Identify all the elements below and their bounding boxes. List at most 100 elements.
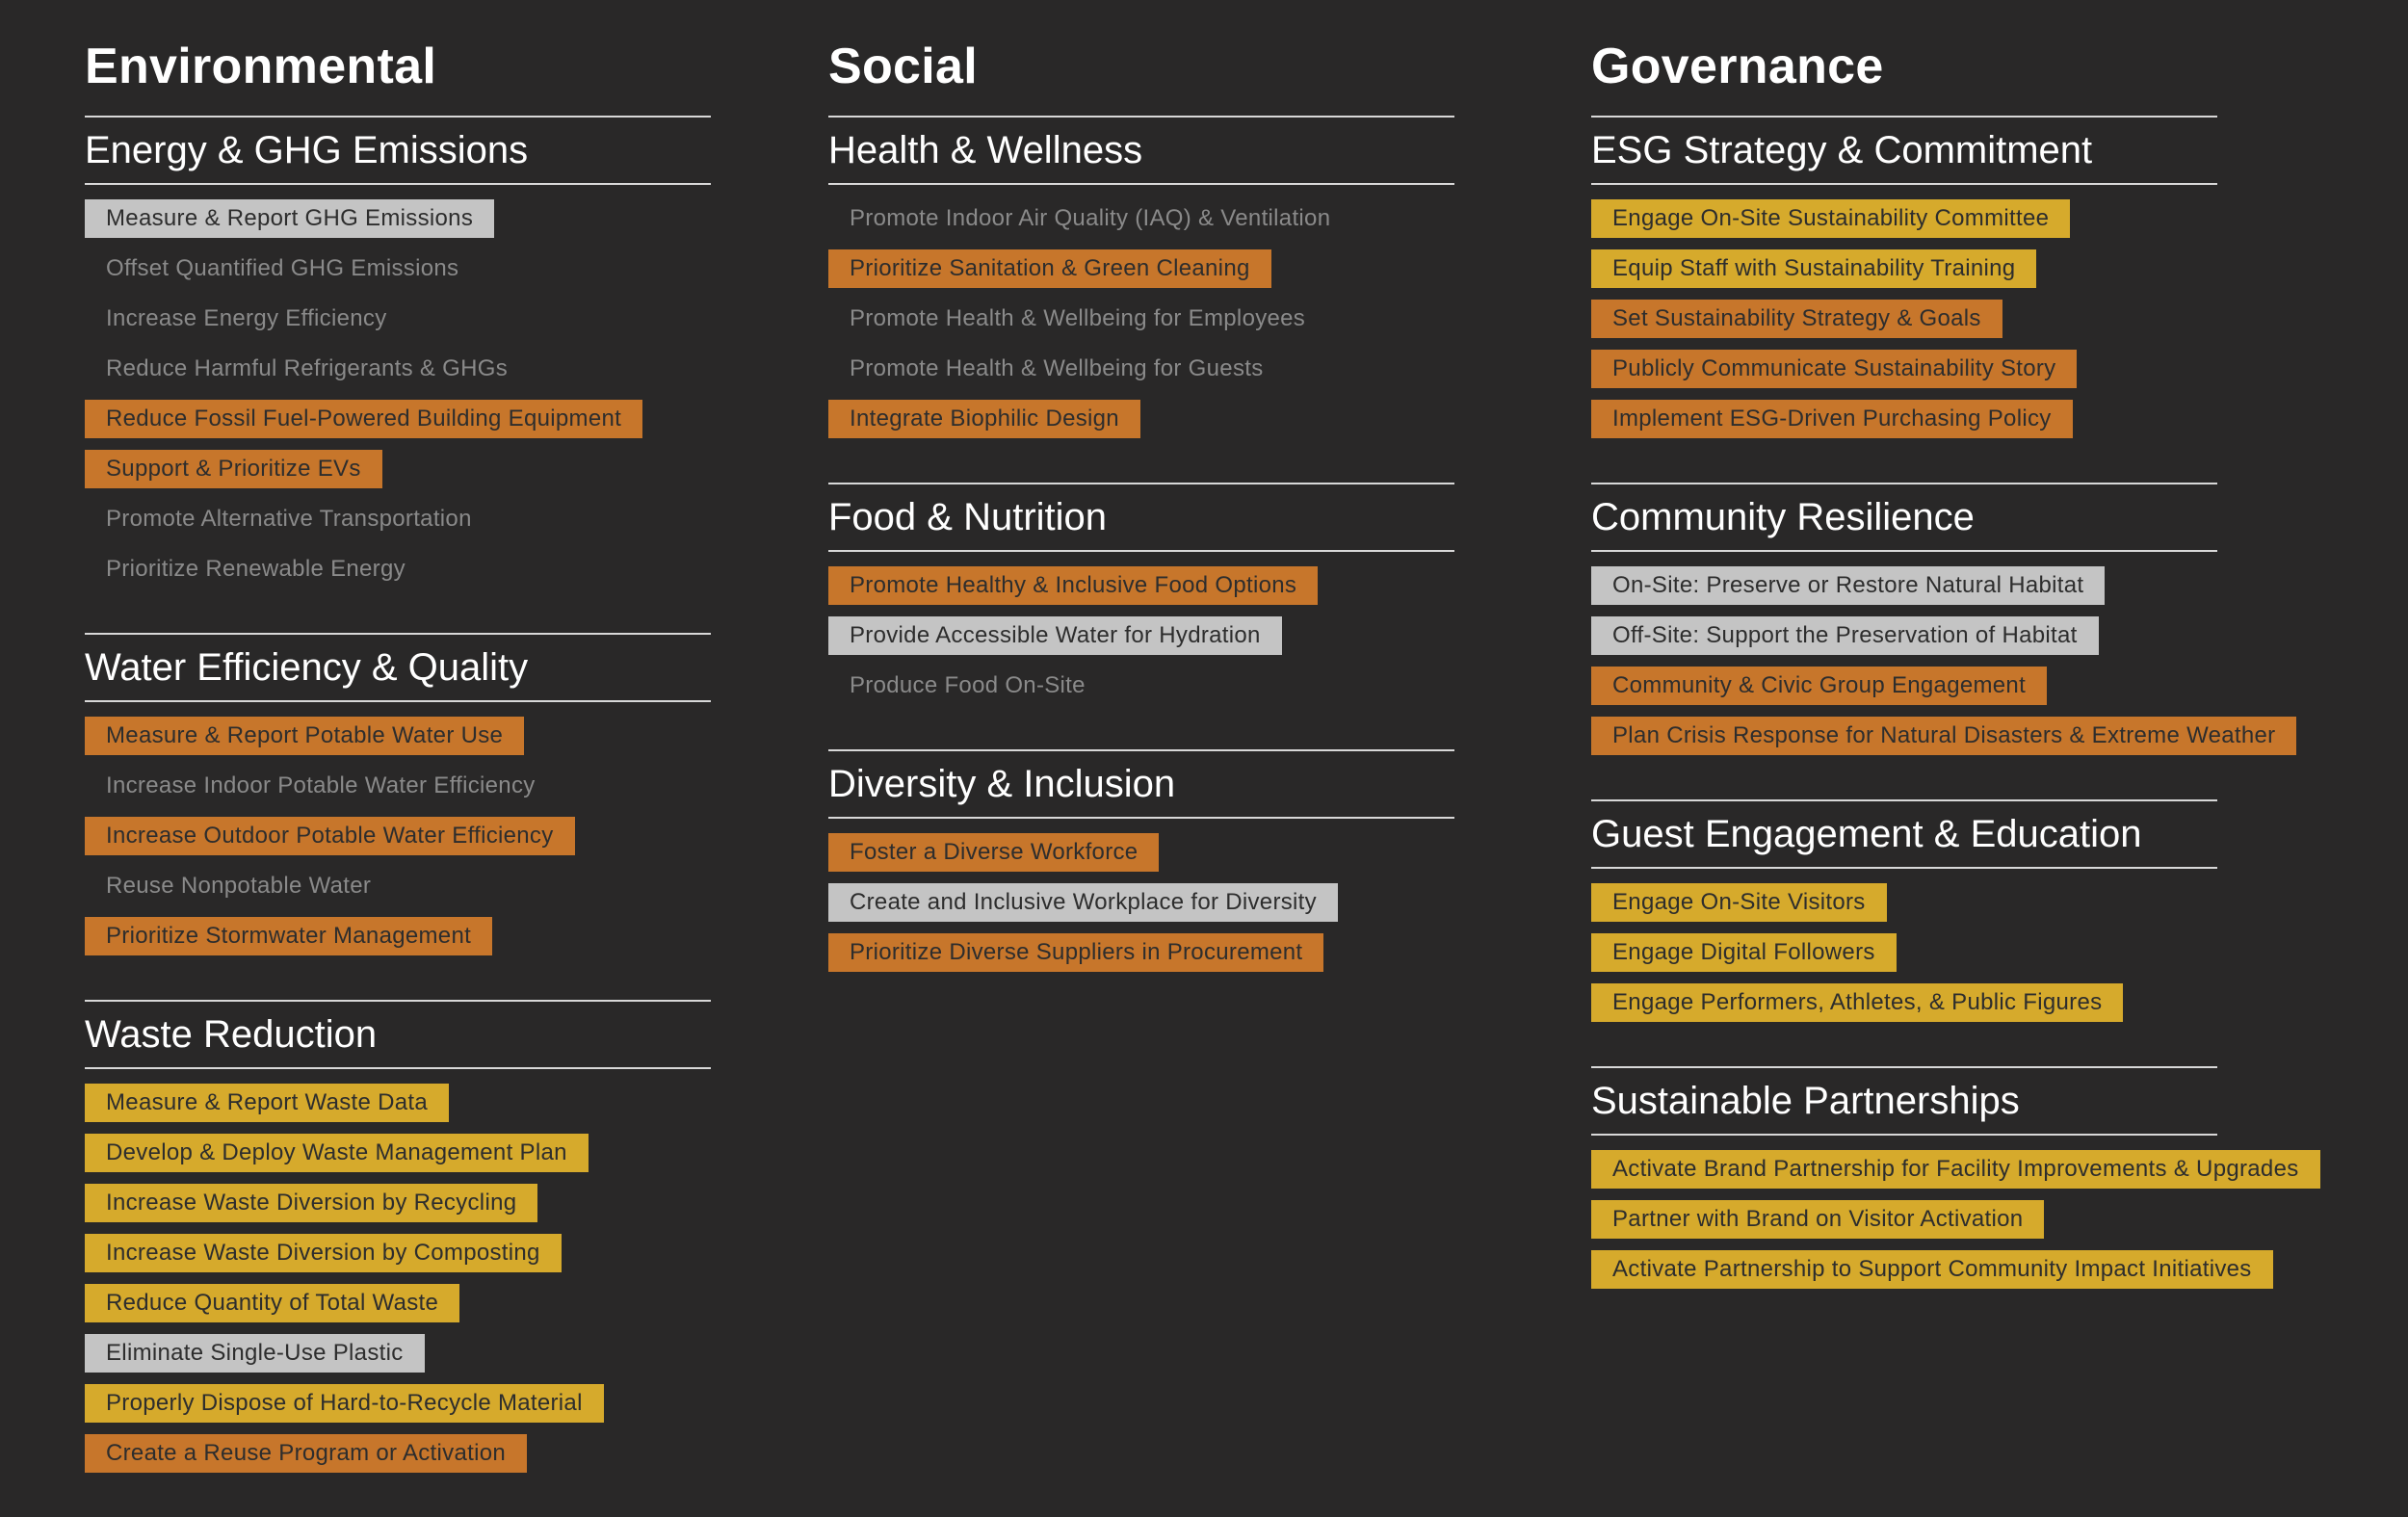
category-section: Waste Reduction Measure & Report Waste Da… bbox=[85, 1000, 711, 1473]
item-label: Engage On-Site Visitors bbox=[1591, 883, 1887, 922]
section-title: Sustainable Partnerships bbox=[1591, 1066, 2217, 1136]
item-label: Increase Indoor Potable Water Efficiency bbox=[106, 772, 536, 798]
governance-column: Governance ESG Strategy & Commitment Enga… bbox=[1591, 35, 2320, 1333]
item-label: Off-Site: Support the Preservation of Ha… bbox=[1591, 616, 2099, 655]
list-item: Create a Reuse Program or Activation bbox=[85, 1434, 711, 1473]
section-title: Health & Wellness bbox=[828, 116, 1454, 185]
category-section: Water Efficiency & Quality Measure & Repo… bbox=[85, 633, 711, 955]
item-label: Create and Inclusive Workplace for Diver… bbox=[828, 883, 1338, 922]
item-label: Partner with Brand on Visitor Activation bbox=[1591, 1200, 2045, 1239]
section-title: Guest Engagement & Education bbox=[1591, 799, 2217, 869]
item-label: Create a Reuse Program or Activation bbox=[85, 1434, 527, 1473]
list-item: Set Sustainability Strategy & Goals bbox=[1591, 300, 2217, 338]
item-label: Increase Outdoor Potable Water Efficienc… bbox=[85, 817, 575, 855]
item-label: Community & Civic Group Engagement bbox=[1591, 667, 2048, 705]
list-item: Integrate Biophilic Design bbox=[828, 400, 1454, 438]
list-item: On-Site: Preserve or Restore Natural Hab… bbox=[1591, 566, 2217, 605]
list-item: Develop & Deploy Waste Management Plan bbox=[85, 1134, 711, 1172]
list-item: Publicly Communicate Sustainability Stor… bbox=[1591, 350, 2217, 388]
category-section: Food & Nutrition Promote Healthy & Inclus… bbox=[828, 483, 1454, 705]
list-item: Offset Quantified GHG Emissions bbox=[85, 249, 711, 288]
list-item: Promote Health & Wellbeing for Employees bbox=[828, 300, 1454, 338]
category-section: Sustainable Partnerships Activate Brand P… bbox=[1591, 1066, 2320, 1289]
list-item: Increase Waste Diversion by Composting bbox=[85, 1234, 711, 1272]
item-label: Activate Partnership to Support Communit… bbox=[1591, 1250, 2273, 1289]
item-label: Increase Waste Diversion by Composting bbox=[85, 1234, 562, 1272]
item-label: Promote Healthy & Inclusive Food Options bbox=[828, 566, 1319, 605]
list-item: Increase Outdoor Potable Water Efficienc… bbox=[85, 817, 711, 855]
list-item: Engage Performers, Athletes, & Public Fi… bbox=[1591, 983, 2217, 1022]
item-label: On-Site: Preserve or Restore Natural Hab… bbox=[1591, 566, 2106, 605]
section-list: Energy & GHG Emissions Measure & Report G… bbox=[85, 116, 711, 1473]
item-label: Activate Brand Partnership for Facility … bbox=[1591, 1150, 2320, 1189]
column-title: Governance bbox=[1591, 39, 1884, 94]
list-item: Engage On-Site Sustainability Committee bbox=[1591, 199, 2217, 238]
list-item: Create and Inclusive Workplace for Diver… bbox=[828, 883, 1454, 922]
category-section: ESG Strategy & Commitment Engage On-Site … bbox=[1591, 116, 2217, 438]
item-label: Integrate Biophilic Design bbox=[828, 400, 1140, 438]
category-section: Guest Engagement & Education Engage On-Si… bbox=[1591, 799, 2217, 1022]
list-item: Promote Healthy & Inclusive Food Options bbox=[828, 566, 1454, 605]
item-label: Publicly Communicate Sustainability Stor… bbox=[1591, 350, 2078, 388]
environmental-column: Environmental Energy & GHG Emissions Meas… bbox=[85, 35, 711, 1517]
item-label: Promote Alternative Transportation bbox=[106, 506, 472, 532]
section-list: Health & Wellness Promote Indoor Air Qual… bbox=[828, 116, 1454, 972]
section-title: Diversity & Inclusion bbox=[828, 749, 1454, 819]
item-label: Increase Waste Diversion by Recycling bbox=[85, 1184, 538, 1222]
category-section: Health & Wellness Promote Indoor Air Qual… bbox=[828, 116, 1454, 438]
item-label: Develop & Deploy Waste Management Plan bbox=[85, 1134, 589, 1172]
category-section: Diversity & Inclusion Foster a Diverse Wo… bbox=[828, 749, 1454, 972]
list-item: Engage Digital Followers bbox=[1591, 933, 2217, 972]
list-item: Prioritize Sanitation & Green Cleaning bbox=[828, 249, 1454, 288]
item-label: Foster a Diverse Workforce bbox=[828, 833, 1160, 872]
section-title: Energy & GHG Emissions bbox=[85, 116, 711, 185]
list-item: Engage On-Site Visitors bbox=[1591, 883, 2217, 922]
list-item: Partner with Brand on Visitor Activation bbox=[1591, 1200, 2217, 1239]
item-label: Promote Health & Wellbeing for Employees bbox=[850, 305, 1306, 331]
section-title: ESG Strategy & Commitment bbox=[1591, 116, 2217, 185]
list-item: Support & Prioritize EVs bbox=[85, 450, 711, 488]
list-item: Implement ESG-Driven Purchasing Policy bbox=[1591, 400, 2217, 438]
section-list: ESG Strategy & Commitment Engage On-Site … bbox=[1591, 116, 2320, 1289]
list-item: Produce Food On-Site bbox=[828, 667, 1454, 705]
item-label: Prioritize Stormwater Management bbox=[85, 917, 493, 955]
list-item: Foster a Diverse Workforce bbox=[828, 833, 1454, 872]
item-label: Increase Energy Efficiency bbox=[106, 305, 387, 331]
item-label: Reduce Harmful Refrigerants & GHGs bbox=[106, 355, 509, 381]
column-title: Social bbox=[828, 39, 978, 94]
list-item: Promote Health & Wellbeing for Guests bbox=[828, 350, 1454, 388]
item-label: Properly Dispose of Hard-to-Recycle Mate… bbox=[85, 1384, 604, 1423]
item-label: Offset Quantified GHG Emissions bbox=[106, 255, 459, 281]
item-label: Engage Performers, Athletes, & Public Fi… bbox=[1591, 983, 2124, 1022]
list-item: Community & Civic Group Engagement bbox=[1591, 667, 2217, 705]
item-label: Prioritize Renewable Energy bbox=[106, 556, 406, 582]
list-item: Eliminate Single-Use Plastic bbox=[85, 1334, 711, 1373]
list-item: Off-Site: Support the Preservation of Ha… bbox=[1591, 616, 2217, 655]
category-section: Energy & GHG Emissions Measure & Report G… bbox=[85, 116, 711, 588]
list-item: Reduce Harmful Refrigerants & GHGs bbox=[85, 350, 711, 388]
list-item: Measure & Report Waste Data bbox=[85, 1084, 711, 1122]
list-item: Reduce Quantity of Total Waste bbox=[85, 1284, 711, 1322]
list-item: Promote Alternative Transportation bbox=[85, 500, 711, 538]
section-title: Food & Nutrition bbox=[828, 483, 1454, 552]
list-item: Increase Energy Efficiency bbox=[85, 300, 711, 338]
list-item: Measure & Report Potable Water Use bbox=[85, 717, 711, 755]
item-label: Support & Prioritize EVs bbox=[85, 450, 382, 488]
item-label: Set Sustainability Strategy & Goals bbox=[1591, 300, 2002, 338]
list-item: Prioritize Stormwater Management bbox=[85, 917, 711, 955]
list-item: Plan Crisis Response for Natural Disaste… bbox=[1591, 717, 2297, 755]
item-label: Equip Staff with Sustainability Training bbox=[1591, 249, 2037, 288]
list-item: Promote Indoor Air Quality (IAQ) & Venti… bbox=[828, 199, 1454, 238]
list-item: Increase Indoor Potable Water Efficiency bbox=[85, 767, 711, 805]
list-item: Increase Waste Diversion by Recycling bbox=[85, 1184, 711, 1222]
list-item: Activate Partnership to Support Communit… bbox=[1591, 1250, 2273, 1289]
list-item: Equip Staff with Sustainability Training bbox=[1591, 249, 2217, 288]
item-label: Measure & Report GHG Emissions bbox=[85, 199, 495, 238]
item-label: Promote Indoor Air Quality (IAQ) & Venti… bbox=[850, 205, 1331, 231]
item-label: Engage On-Site Sustainability Committee bbox=[1591, 199, 2071, 238]
item-label: Provide Accessible Water for Hydration bbox=[828, 616, 1282, 655]
item-label: Implement ESG-Driven Purchasing Policy bbox=[1591, 400, 2073, 438]
category-section: Community Resilience On-Site: Preserve or… bbox=[1591, 483, 2297, 755]
list-item: Reuse Nonpotable Water bbox=[85, 867, 711, 905]
item-label: Measure & Report Waste Data bbox=[85, 1084, 450, 1122]
